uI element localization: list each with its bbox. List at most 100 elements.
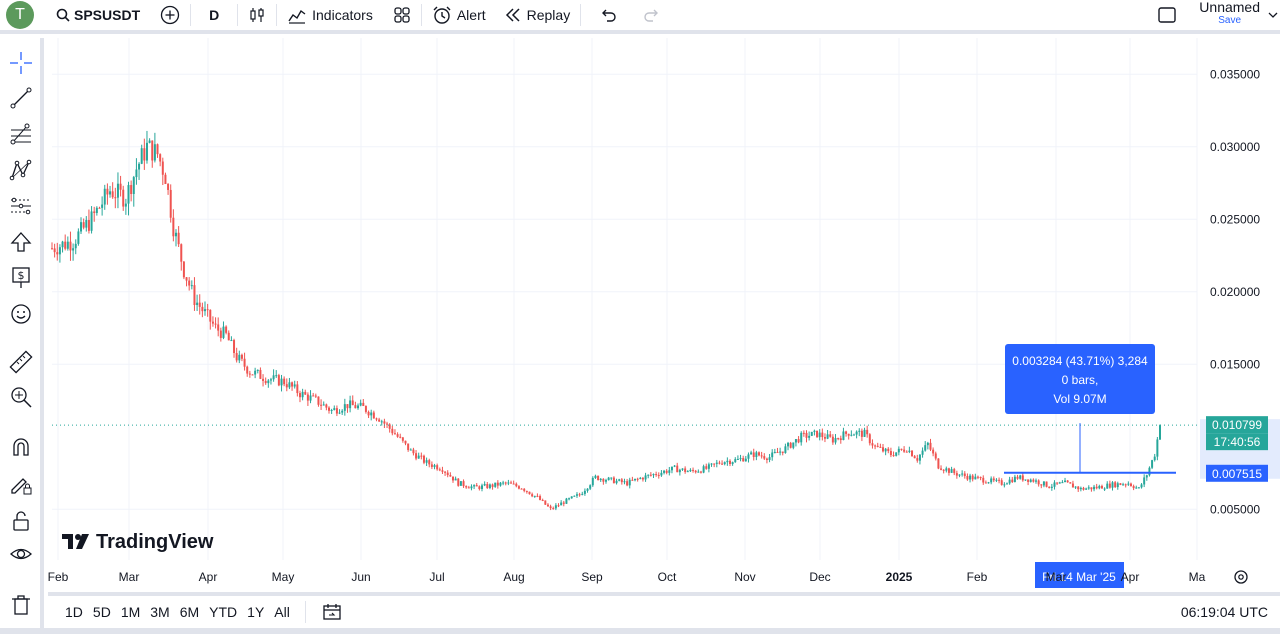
gear-ring (1234, 570, 1248, 584)
candle-body (351, 400, 354, 406)
candle-body (736, 458, 739, 460)
candle-body (151, 140, 154, 161)
candle-body (1098, 485, 1101, 489)
candle-body (1061, 482, 1064, 484)
indicators-button[interactable]: Indicators (281, 0, 379, 30)
candle-body (510, 482, 513, 484)
candle-body (1019, 475, 1022, 479)
candle-body (459, 481, 462, 486)
candle-body (504, 482, 507, 484)
candle-body (744, 458, 747, 462)
utc-clock[interactable]: 06:19:04 UTC (1180, 604, 1268, 620)
candle-body (758, 452, 761, 456)
ruler-icon[interactable] (8, 349, 34, 375)
candle-body (1011, 479, 1014, 483)
redo-button[interactable] (637, 0, 667, 30)
interval-button[interactable]: D (195, 0, 233, 30)
candle-body (132, 177, 135, 195)
candle-body (552, 508, 555, 510)
candle-body (531, 494, 534, 497)
go-to-date-button[interactable] (316, 597, 348, 627)
range-button-all[interactable]: All (274, 604, 290, 620)
candle-body (776, 451, 779, 453)
alert-button[interactable]: Alert (426, 0, 492, 30)
eye-icon[interactable] (8, 541, 34, 567)
user-avatar[interactable]: T (6, 1, 34, 29)
candle-body (161, 161, 164, 175)
candle-body (1132, 486, 1135, 489)
candle-body (599, 478, 602, 481)
range-button-ytd[interactable]: YTD (209, 604, 238, 620)
chart-pane[interactable]: 0.003284 (43.71%) 3,284 0 bars, Vol 9.07M 0… (48, 38, 1280, 590)
sticker-icon[interactable] (8, 301, 34, 327)
arrow-up-icon[interactable] (8, 229, 34, 255)
candle-body (1005, 483, 1008, 485)
candle-body (889, 451, 892, 456)
range-button-1m[interactable]: 1M (120, 604, 141, 620)
range-button-5d[interactable]: 5D (92, 604, 111, 620)
candle-body (586, 488, 589, 491)
candle-body (58, 247, 61, 255)
range-button-1y[interactable]: 1Y (247, 604, 265, 620)
symbol-search-button[interactable]: SPSUSDT (50, 0, 146, 30)
templates-button[interactable] (387, 0, 417, 30)
layout-menu-button[interactable] (1266, 0, 1280, 30)
candle-body (106, 188, 109, 195)
candle-body (451, 476, 454, 481)
range-button-3m[interactable]: 3M (150, 604, 170, 620)
symbol-label: SPSUSDT (74, 7, 141, 23)
range-button-1d[interactable]: 1D (65, 604, 83, 620)
candle-body (747, 454, 750, 459)
candle-body (393, 433, 396, 435)
trash-icon[interactable] (8, 592, 34, 618)
projection-icon[interactable] (8, 193, 34, 219)
drawing-toolbar: $ (0, 38, 44, 634)
lock-draw-icon[interactable] (8, 471, 34, 497)
candle-body (718, 462, 721, 464)
lock-icon[interactable] (8, 508, 34, 534)
candle-body (246, 366, 249, 374)
layout-toggle-button[interactable] (1151, 0, 1183, 30)
candle-body (578, 494, 581, 496)
price-label-icon[interactable]: $ (8, 264, 34, 290)
divider (580, 4, 582, 26)
chart-type-button[interactable] (242, 0, 272, 30)
candle-body (649, 474, 652, 476)
zoom-in-icon[interactable] (8, 384, 34, 410)
candle-body (436, 465, 439, 470)
pattern-icon[interactable] (8, 157, 34, 183)
price-axis: 0.035000 0.030000 0.025000 0.020000 0.015000… (1210, 67, 1260, 516)
candle-body (660, 472, 663, 476)
replay-button[interactable]: Replay (498, 0, 577, 30)
candle-body (984, 482, 987, 484)
candle-body (127, 185, 130, 204)
magnet-icon[interactable] (8, 434, 34, 460)
candle-body (346, 404, 349, 409)
candle-body (364, 405, 367, 412)
crosshair-icon[interactable] (8, 50, 34, 76)
candle-body (335, 408, 338, 414)
candle-body (808, 435, 811, 438)
settings-gear-icon[interactable] (1234, 570, 1248, 584)
candle-body (921, 450, 924, 455)
fib-icon[interactable] (8, 121, 34, 147)
candle-body (167, 184, 170, 190)
candle-body (481, 485, 484, 489)
layout-save-button[interactable]: Unnamed Save (1193, 0, 1266, 30)
candle-body (77, 231, 80, 244)
candle-body (860, 430, 863, 437)
candle-body (734, 459, 737, 463)
candle-body (670, 466, 673, 471)
compare-symbol-button[interactable] (154, 0, 186, 30)
undo-button[interactable] (593, 0, 623, 30)
time-tick-label: Feb (48, 570, 69, 584)
candle-body (694, 470, 697, 473)
candle-body (333, 408, 336, 410)
candle-body (1119, 483, 1122, 485)
trendline-icon[interactable] (8, 85, 34, 111)
candle-body (214, 323, 217, 325)
range-button-6m[interactable]: 6M (179, 604, 200, 620)
candle-body (1116, 483, 1119, 488)
candle-body (610, 477, 613, 479)
